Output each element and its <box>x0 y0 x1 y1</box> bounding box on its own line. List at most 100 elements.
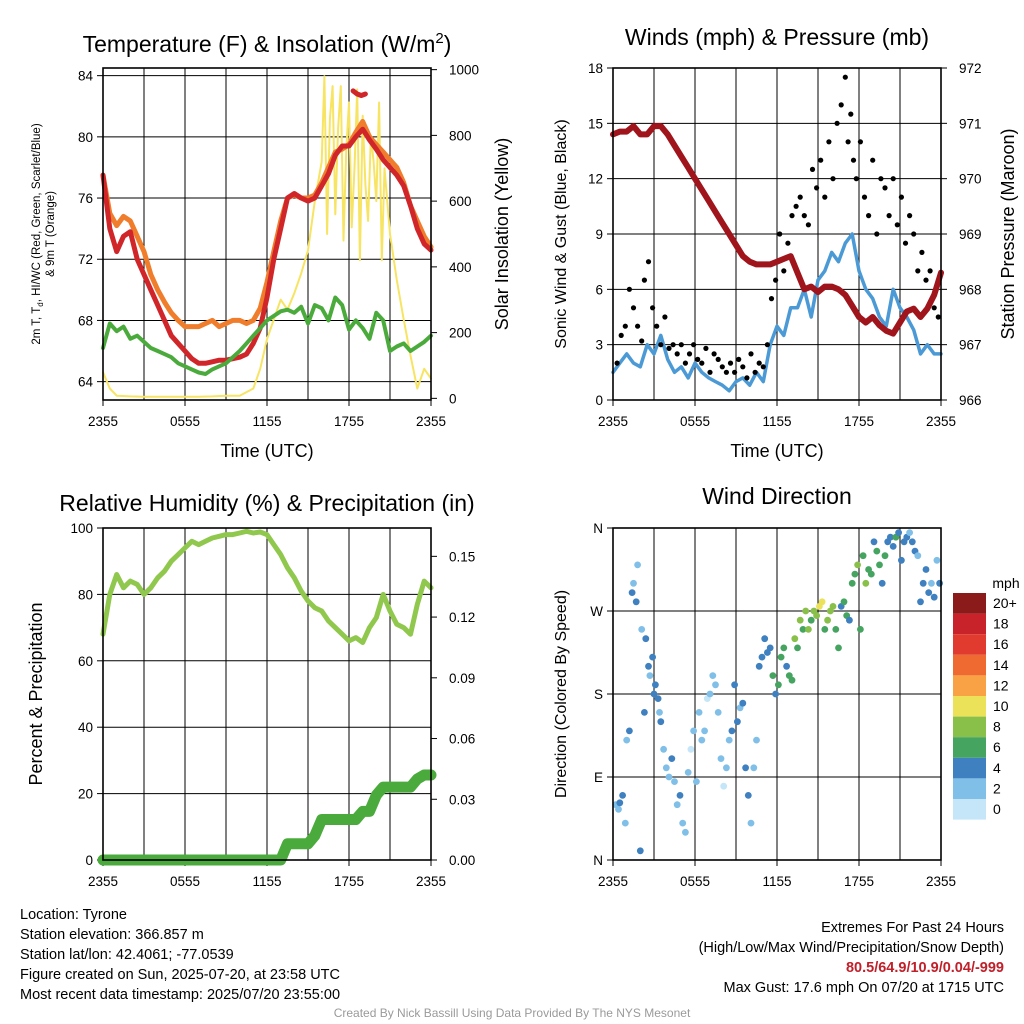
direction-point <box>717 755 725 762</box>
temperature-ytick-label: 76 <box>78 191 93 206</box>
humidity-y2tick-label: 0.09 <box>449 671 475 686</box>
direction-point <box>662 764 670 772</box>
colorbar-swatch <box>953 613 986 635</box>
wind-direction-panel: N E S W N 2355 0555 1155 1755 2355 <box>590 521 956 889</box>
direction-point <box>731 681 738 689</box>
temperature-y2label: Solar Insolation (Yellow) <box>492 138 512 330</box>
humidity-title: Relative Humidity (%) & Precipitation (i… <box>59 490 474 516</box>
gust-point <box>809 166 816 172</box>
colorbar-unit: mph <box>992 575 1019 591</box>
gust-point <box>866 213 872 219</box>
direction-point <box>783 662 790 670</box>
wind-direction-ytick-label: N <box>593 521 603 536</box>
direction-point <box>908 538 916 546</box>
direction-point <box>753 736 760 744</box>
humidity-panel: 0 20 40 60 80 100 0.00 0.03 0.06 0.09 0.12 0.15 2355… <box>70 521 475 889</box>
gust-point <box>764 342 771 348</box>
gust-point <box>797 194 803 200</box>
gust-point <box>801 213 807 219</box>
direction-point <box>744 792 752 799</box>
gust-point <box>707 369 713 375</box>
direction-point <box>645 662 652 670</box>
direction-point <box>701 727 708 735</box>
temperature-title: Temperature (F) & Insolation (W/m2) <box>83 30 452 57</box>
gust-point <box>699 360 705 366</box>
winds-frame <box>612 67 942 401</box>
direction-point <box>750 764 758 772</box>
direction-point <box>895 529 902 536</box>
gust-point <box>719 364 725 370</box>
gust-point <box>830 176 836 182</box>
gust-point <box>666 345 672 351</box>
winds-y2tick-label: 969 <box>959 227 982 242</box>
winds-y2tick-label: 971 <box>959 116 982 131</box>
winds-y2tick-label: 970 <box>959 172 982 187</box>
gust-point <box>686 351 693 357</box>
winds-ytick-label: 0 <box>595 393 603 408</box>
direction-point <box>862 579 870 587</box>
colorbar-swatch <box>953 593 986 614</box>
direction-point <box>889 543 897 550</box>
gust-point <box>919 249 925 255</box>
gust-point <box>744 375 750 381</box>
temperature-ytick-label: 84 <box>78 69 94 84</box>
gust-point <box>682 360 689 366</box>
gust-point <box>635 323 641 329</box>
temperature-xtick-label: 2355 <box>416 414 446 429</box>
gust-point <box>674 351 680 357</box>
gust-point <box>923 277 929 283</box>
gust-point <box>614 360 620 366</box>
temperature-series-green <box>101 295 433 376</box>
gust-point <box>715 356 721 362</box>
temperature-series-orange <box>100 119 434 330</box>
direction-point <box>867 570 875 578</box>
direction-point <box>755 662 763 670</box>
colorbar-swatch <box>953 634 986 655</box>
direction-point <box>788 676 796 684</box>
direction-point <box>928 579 935 587</box>
direction-point <box>758 653 766 661</box>
colorbar-label: 10 <box>993 698 1009 714</box>
gust-point <box>654 323 660 329</box>
temperature-series-red <box>100 126 434 366</box>
direction-point <box>632 598 640 606</box>
direction-point <box>646 672 654 679</box>
temperature-ytick-label: 64 <box>78 375 94 390</box>
humidity-xtick-label: 1155 <box>252 874 281 889</box>
colorbar-label: 6 <box>993 739 1001 755</box>
pressure-line <box>610 123 944 337</box>
temperature-ytick-label: 72 <box>78 252 93 267</box>
temperature-frame <box>102 67 432 401</box>
direction-point <box>642 635 650 643</box>
direction-point <box>623 736 631 744</box>
gust-point <box>805 222 812 228</box>
colorbar-label: 14 <box>993 657 1009 673</box>
colorbar-label: 8 <box>993 719 1001 735</box>
temperature-xtick-label: 1755 <box>334 414 364 429</box>
humidity-y2tick-label: 0.03 <box>449 792 475 807</box>
winds-y2tick-label: 968 <box>959 282 982 297</box>
winds-xtick-label: 2355 <box>598 414 628 429</box>
direction-point <box>706 690 714 698</box>
direction-point <box>914 552 922 560</box>
wind-direction-xtick-label: 0555 <box>680 874 710 889</box>
gust-point <box>768 296 775 302</box>
colorbar-swatch <box>953 737 986 758</box>
winds-xlabel: Time (UTC) <box>730 441 823 461</box>
direction-point <box>922 566 930 573</box>
direction-point <box>930 593 938 601</box>
temperature-y2tick-label: 600 <box>449 194 472 209</box>
direction-point <box>695 709 703 716</box>
wind-direction-title: Wind Direction <box>702 483 852 509</box>
direction-point <box>821 626 829 633</box>
wind-direction-xtick-label: 1155 <box>762 874 791 889</box>
gust-point <box>639 338 645 344</box>
direction-point <box>725 736 733 744</box>
humidity-ytick-label: 0 <box>85 853 93 868</box>
colorbar-label: 20+ <box>993 595 1017 611</box>
gust-point <box>935 314 941 320</box>
direction-point <box>687 745 695 753</box>
relative-humidity-line <box>100 528 434 645</box>
colorbar-label: 12 <box>993 677 1009 693</box>
